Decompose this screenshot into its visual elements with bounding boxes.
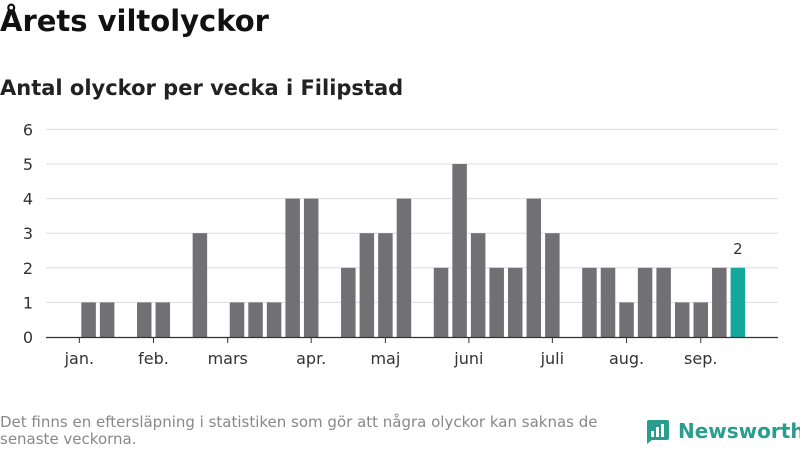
y-tick-label: 2 (23, 259, 33, 278)
bar (619, 302, 634, 337)
bar (396, 198, 412, 337)
bar (730, 267, 746, 337)
x-axis: jan. feb. mars apr. maj juni juli aug. sep. (46, 336, 778, 368)
bar (192, 233, 208, 337)
y-tick-label: 3 (23, 224, 33, 243)
bar (489, 267, 504, 337)
bar (359, 233, 375, 337)
bar (266, 302, 282, 337)
y-tick-label: 5 (23, 155, 33, 174)
data-label: 2 (733, 240, 743, 258)
bar (526, 198, 542, 337)
x-tick-label: maj (370, 349, 400, 368)
bar (637, 267, 653, 337)
bar (656, 267, 671, 337)
y-axis-ticks: 0 1 2 3 4 5 6 (23, 120, 33, 347)
bar (600, 267, 616, 337)
y-tick-label: 0 (23, 328, 33, 347)
footnote: Det finns en eftersläpning i statistiken… (0, 413, 598, 448)
bar (712, 267, 727, 337)
data-labels: 2 (733, 240, 743, 258)
x-tick-label: jan. (64, 349, 94, 368)
bar (81, 302, 96, 337)
gridlines (46, 128, 778, 303)
bar-chart: 0 1 2 3 4 5 6 jan. feb. mars apr. maj juni juli aug. s… (23, 120, 778, 368)
x-tick-label: feb. (138, 349, 169, 368)
brand-logo: Newsworthy (644, 418, 800, 444)
bar (452, 164, 467, 337)
bar (155, 302, 171, 337)
bar (693, 302, 708, 337)
bar-chart-logo-icon (647, 420, 669, 444)
bar (303, 198, 319, 337)
brand-name: Newsworthy (678, 419, 800, 443)
bar (229, 302, 245, 337)
bar (378, 233, 393, 337)
bar (341, 267, 356, 337)
chart-title: Årets viltolyckor (0, 4, 269, 38)
bar (285, 198, 300, 337)
bar (508, 267, 523, 337)
x-tick-label: apr. (296, 349, 326, 368)
x-tick-label: juni (453, 349, 483, 368)
bar (248, 302, 263, 337)
bar (433, 267, 449, 337)
x-tick-label: aug. (609, 349, 644, 368)
y-tick-label: 1 (23, 293, 33, 312)
x-tick-label: sep. (684, 349, 717, 368)
bar (470, 233, 486, 337)
chart-subtitle: Antal olyckor per vecka i Filipstad (0, 76, 404, 100)
bars (81, 164, 746, 337)
y-tick-label: 6 (23, 120, 33, 139)
bar (545, 233, 560, 337)
bar (137, 302, 152, 337)
x-tick-label: juli (540, 349, 564, 368)
bar (674, 302, 690, 337)
y-tick-label: 4 (23, 190, 33, 209)
bar (99, 302, 115, 337)
x-tick-label: mars (208, 349, 248, 368)
bar (582, 267, 597, 337)
